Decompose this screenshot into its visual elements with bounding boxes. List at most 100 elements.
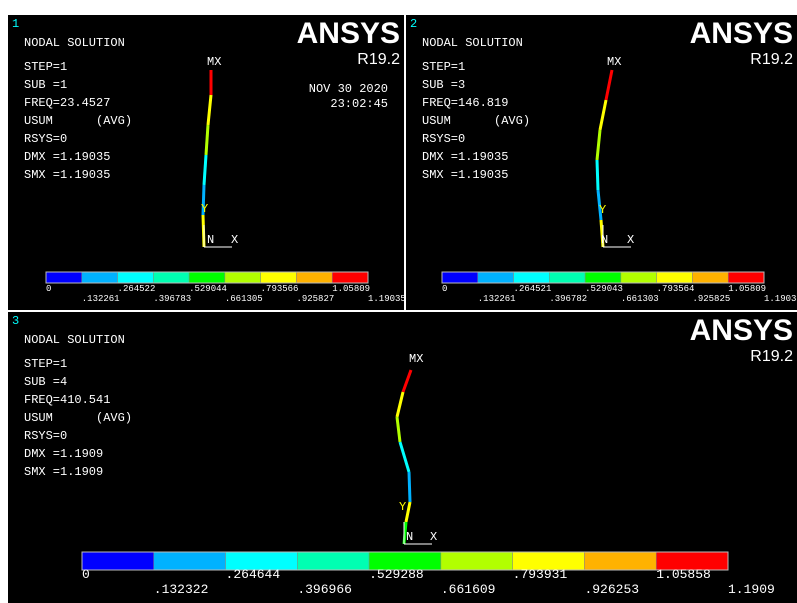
marker-y: Y: [201, 202, 208, 216]
viewport: 3 NODAL SOLUTION STEP=1 SUB =4 FREQ=410.541 U…: [8, 312, 797, 603]
legend-label: .793931: [513, 567, 568, 582]
legend-label: .264522: [118, 284, 156, 294]
info-line: SMX =1.1909: [24, 465, 103, 479]
info-line: USUM (AVG): [24, 411, 132, 425]
ansys-logo: ANSYS: [297, 17, 400, 50]
plot-title: NODAL SOLUTION: [422, 36, 523, 50]
legend-swatch: [584, 552, 656, 570]
legend-label: .529043: [585, 284, 623, 294]
legend-label: 1.19035: [368, 294, 406, 304]
info-line: USUM (AVG): [24, 114, 132, 128]
legend-swatch: [46, 272, 82, 283]
marker-max: MX: [409, 352, 423, 366]
legend-label: .396782: [549, 294, 587, 304]
ansys-logo: ANSYS: [690, 17, 793, 50]
legend-swatch: [82, 552, 154, 570]
info-line: SMX =1.19035: [24, 168, 110, 182]
info-line: STEP=1: [24, 357, 67, 371]
viewport-number: 2: [410, 17, 417, 31]
legend-label: .926253: [584, 582, 639, 597]
marker-y: Y: [599, 203, 606, 217]
legend-label: .396783: [153, 294, 191, 304]
legend-swatch: [441, 552, 513, 570]
legend-swatch: [514, 272, 550, 283]
info-line: STEP=1: [24, 60, 67, 74]
ansys-screen: 1 NODAL SOLUTION STEP=1 SUB =1 FREQ=23.4527 U…: [0, 0, 797, 603]
marker-node: N: [406, 530, 413, 544]
info-line: DMX =1.1909: [24, 447, 103, 461]
legend-label: .661303: [621, 294, 659, 304]
marker-max: MX: [607, 55, 621, 69]
legend-label: 1.19035: [764, 294, 797, 304]
info-line: DMX =1.19035: [422, 150, 508, 164]
marker-max: MX: [207, 55, 221, 69]
info-line: SMX =1.19035: [422, 168, 508, 182]
legend-swatch: [297, 552, 369, 570]
version: R19.2: [750, 348, 793, 365]
legend-swatch: [153, 272, 189, 283]
viewport: 1 NODAL SOLUTION STEP=1 SUB =1 FREQ=23.4527 U…: [8, 15, 406, 310]
legend-label: .925825: [692, 294, 730, 304]
marker-x: X: [430, 530, 437, 544]
legend-label: .132322: [154, 582, 209, 597]
date: NOV 30 2020: [309, 82, 388, 96]
legend-label: .793566: [261, 284, 299, 294]
legend-swatch: [728, 272, 764, 283]
deformed-shape: [204, 155, 206, 185]
deformed-shape: [206, 125, 208, 155]
legend-swatch: [478, 272, 514, 283]
viewport: 2 NODAL SOLUTION STEP=1 SUB =3 FREQ=146.819 U…: [406, 15, 797, 310]
marker-x: X: [627, 233, 634, 247]
legend-label: .661305: [225, 294, 263, 304]
marker-x: X: [231, 233, 238, 247]
marker-node: N: [601, 233, 608, 247]
legend-swatch: [154, 552, 226, 570]
info-line: SUB =1: [24, 78, 67, 92]
legend-label: 1.05809: [332, 284, 370, 294]
legend-swatch: [225, 272, 261, 283]
info-line: USUM (AVG): [422, 114, 530, 128]
info-line: FREQ=23.4527: [24, 96, 110, 110]
version: R19.2: [750, 51, 793, 68]
deformed-shape: [409, 472, 410, 502]
legend-label: 0: [46, 284, 51, 294]
legend-swatch: [261, 272, 297, 283]
marker-y: Y: [399, 500, 406, 514]
version: R19.2: [357, 51, 400, 68]
legend-label: 0: [442, 284, 447, 294]
info-line: STEP=1: [422, 60, 465, 74]
legend-label: .264521: [514, 284, 552, 294]
deformed-shape: [597, 160, 598, 190]
info-line: RSYS=0: [422, 132, 465, 146]
legend-swatch: [585, 272, 621, 283]
legend-label: .529288: [369, 567, 424, 582]
info-line: DMX =1.19035: [24, 150, 110, 164]
legend-swatch: [296, 272, 332, 283]
legend-label: .396966: [297, 582, 352, 597]
legend-swatch: [657, 272, 693, 283]
info-line: FREQ=146.819: [422, 96, 508, 110]
info-line: SUB =3: [422, 78, 465, 92]
legend-label: .132261: [478, 294, 516, 304]
legend-swatch: [549, 272, 585, 283]
legend-swatch: [332, 272, 368, 283]
info-line: RSYS=0: [24, 429, 67, 443]
legend-label: .132261: [82, 294, 120, 304]
time: 23:02:45: [330, 97, 388, 111]
viewport-number: 1: [12, 17, 19, 31]
info-line: RSYS=0: [24, 132, 67, 146]
legend-swatch: [442, 272, 478, 283]
legend-swatch: [621, 272, 657, 283]
legend-swatch: [692, 272, 728, 283]
ansys-logo: ANSYS: [690, 314, 793, 347]
plot-title: NODAL SOLUTION: [24, 36, 125, 50]
legend-swatch: [189, 272, 225, 283]
legend-label: 0: [82, 567, 90, 582]
viewport-number: 3: [12, 314, 19, 328]
legend-label: 1.05809: [728, 284, 766, 294]
info-line: FREQ=410.541: [24, 393, 110, 407]
info-line: SUB =4: [24, 375, 67, 389]
legend-label: 1.1909: [728, 582, 775, 597]
legend-label: .264644: [226, 567, 281, 582]
plot-title: NODAL SOLUTION: [24, 333, 125, 347]
